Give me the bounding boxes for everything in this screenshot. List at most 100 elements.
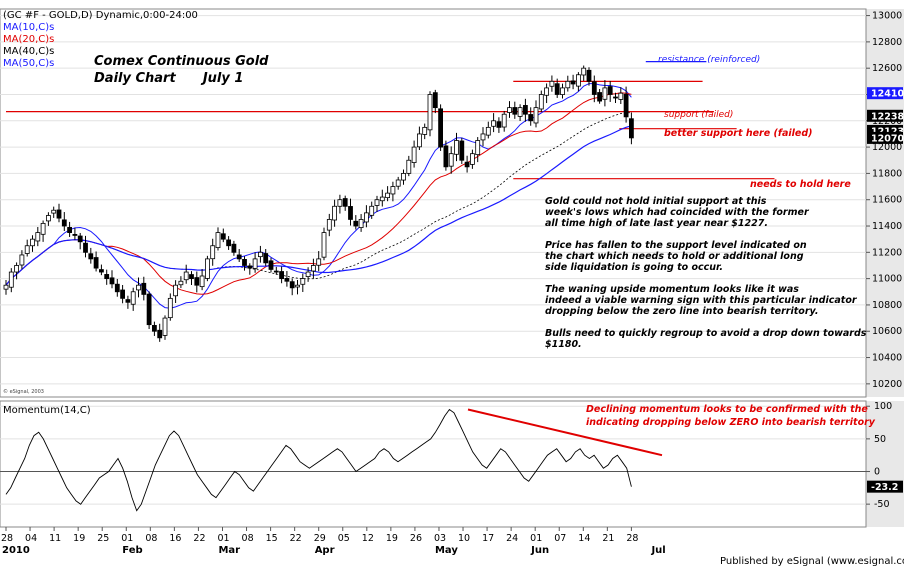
candle-body (136, 284, 141, 291)
ma50-label: MA(50,C)s (3, 58, 54, 69)
price-tick-label: 11000 (872, 274, 902, 285)
candle-body (427, 94, 433, 131)
price-tick-label: 10400 (872, 353, 902, 364)
candle-body (215, 232, 221, 249)
candle-body (226, 239, 232, 247)
candle-body (501, 113, 507, 128)
candle-body (326, 219, 332, 231)
candle-body (257, 251, 263, 258)
candle-body (480, 133, 486, 141)
copyright: © eSignal, 2003 (3, 388, 44, 395)
momentum-trendline-group (467, 408, 663, 457)
candle-body (14, 265, 20, 273)
candle-body (279, 271, 285, 280)
candle-body (104, 274, 110, 280)
chart-title-line1: Comex Continuous Gold (94, 54, 269, 69)
x-tick-label: 08 (145, 533, 157, 544)
candle-body (385, 192, 391, 199)
commentary-line: dropping below the zero line into bearis… (545, 306, 818, 317)
candle-body (173, 284, 179, 297)
candle-body (586, 69, 592, 82)
momentum-tick-label: -50 (874, 499, 890, 510)
candle-body (204, 258, 210, 279)
x-axis: 28 04 11 19 25 01 08 16 22 01 08 15 22 29 05 12 19 26 03 10… (1, 527, 666, 556)
candle-body (496, 121, 502, 128)
candle-body (183, 271, 189, 281)
price-axis: 1300012800126001240012200120001180011600… (866, 11, 902, 390)
candle-body (61, 219, 67, 227)
x-tick-label: 05 (338, 533, 350, 544)
x-tick-label: 21 (602, 533, 614, 544)
candle-body (252, 258, 258, 269)
price-grid (0, 15, 866, 385)
candle-body (51, 209, 57, 214)
candle-body (549, 80, 555, 87)
commentary-line: Gold could not hold initial support at t… (545, 196, 767, 207)
commentary-line: $1180. (545, 339, 582, 350)
candle-body (24, 245, 30, 254)
price-tag (867, 87, 903, 100)
candle-body (178, 280, 184, 286)
price-tick-label: 11400 (872, 221, 902, 232)
price-panel (0, 8, 867, 398)
x-tick-label: 15 (266, 533, 278, 544)
price-tag-label: 12238 (871, 111, 904, 122)
candle-body (629, 118, 634, 139)
candle-body (236, 254, 242, 260)
candle-body (469, 153, 475, 165)
candle-body (358, 219, 364, 228)
price-tag-label: 12070 (871, 133, 904, 144)
price-tick-label: 10600 (872, 326, 902, 337)
candle-body (517, 107, 523, 117)
published-footer: Published by eSignal (www.esignal.com) (720, 556, 904, 567)
x-tick-label: 24 (506, 533, 518, 544)
candle-body (316, 258, 322, 266)
candle-body (363, 212, 369, 223)
x-month-label: Apr (315, 545, 335, 556)
candle-body (353, 220, 359, 227)
commentary-line: The waning upside momentum looks like it… (545, 284, 799, 295)
momentum-note-line1: Declining momentum looks to be confirmed… (586, 404, 868, 415)
candle-body (268, 260, 274, 270)
candle-body (30, 238, 35, 247)
x-tick-label: 28 (626, 533, 638, 544)
x-tick-label: 01 (530, 533, 542, 544)
candle-body (390, 186, 396, 195)
candle-body (220, 233, 226, 240)
momentum-trendline (467, 408, 663, 457)
candle-body (448, 153, 454, 167)
candle-body (565, 80, 571, 89)
candle-body (157, 329, 163, 339)
candle-body (348, 206, 353, 220)
candle-body (464, 161, 470, 168)
commentary-line: all time high of late last year near $12… (545, 218, 768, 229)
candle-body (544, 87, 549, 96)
commentary-line: indeed a viable warning sign with this p… (545, 295, 858, 306)
candle-body (538, 94, 544, 110)
ma40-label: MA(40,C)s (3, 46, 54, 57)
candle-body (443, 145, 449, 168)
candle-body (422, 126, 428, 135)
candle-body (591, 81, 597, 95)
momentum-grid (0, 405, 866, 505)
candle-body (411, 146, 417, 163)
momentum-last-label: -23.2 (871, 482, 898, 493)
candle-body (401, 173, 406, 181)
candle-body (3, 284, 9, 290)
x-tick-label: 01 (121, 533, 133, 544)
candle-body (454, 140, 459, 155)
price-tag-label: 12410 (871, 89, 904, 100)
candle-body (560, 87, 565, 95)
x-month-label: Jun (530, 545, 549, 556)
price-tick-label: 12000 (872, 142, 902, 153)
x-month-label: Jul (650, 545, 665, 556)
x-tick-label: 01 (217, 533, 229, 544)
candle-body (167, 297, 173, 319)
candle-body (109, 277, 115, 285)
candle-body (242, 259, 247, 266)
x-tick-label: 07 (554, 533, 566, 544)
candle-body (189, 274, 194, 280)
candle-body (247, 265, 253, 269)
candle-body (475, 140, 481, 156)
chart-title-line2: Daily Chart July 1 (94, 71, 243, 86)
